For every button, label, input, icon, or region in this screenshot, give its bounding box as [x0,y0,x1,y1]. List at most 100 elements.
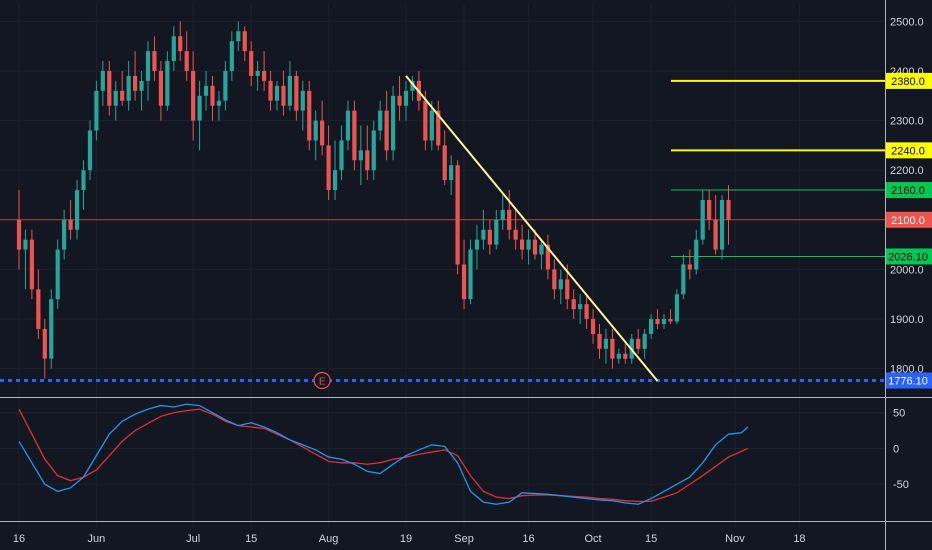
candle-body [584,304,589,320]
candle-body [23,239,28,250]
price-label-1776.10: 1776.10 [888,375,928,387]
trendline-layer [405,75,659,382]
candle-body [62,219,67,250]
oscillator-slow-line [18,408,749,503]
level-labels-layer: 2380.0 2240.0 2160.0 2100.0 2026.10 1776.10 [886,72,932,389]
candle-body [545,244,550,270]
oscillator-tick-label: 0 [893,443,899,455]
earnings-event-label[interactable]: E [319,376,326,387]
trendline [405,75,659,382]
candle-body [481,229,486,240]
candle-body [320,120,325,146]
time-tick-label: Aug [319,533,339,545]
earnings-event-icon[interactable] [313,371,331,390]
candle-body [558,279,563,290]
candle-body [707,199,712,220]
candle-body [681,264,686,295]
candle-body [223,70,228,101]
event-marker-layer[interactable]: E [313,371,331,390]
candle-body [655,319,660,324]
candle-body [126,75,131,101]
candle-body [255,70,260,76]
candle-body [197,95,202,121]
time-tick-label: 19 [400,533,412,545]
candle-body [726,199,731,220]
time-tick-label: 15 [245,533,257,545]
candle-body [513,229,518,240]
candle-body [113,90,118,106]
candle-body [461,264,467,300]
candle-body [436,110,441,146]
candle-body [68,219,73,230]
price-tick-label: 2300.0 [890,116,924,128]
candle-body [649,319,654,334]
candle-body [29,239,34,290]
candle-body [365,150,370,171]
time-tick-label: Nov [725,533,745,545]
candle-body [100,70,105,91]
time-tick-label: Jul [186,533,200,545]
candle-body [36,289,41,329]
candle-body [139,80,144,91]
candlestick-series [16,21,731,379]
candle-body [468,249,473,300]
candle-body [145,51,151,81]
candle-body [287,75,292,106]
candle-body [597,333,602,349]
candle-body [487,229,492,245]
candle-body [410,80,415,91]
price-label-bg-1776.10 [886,372,932,389]
candle-body [94,90,99,131]
time-tick-label: 16 [522,533,534,545]
candle-body [133,75,138,91]
price-label-bg-2100.0 [886,211,932,228]
candle-body [171,36,176,62]
price-tick-label: 2000.0 [890,264,924,276]
candle-body [313,120,318,141]
candle-body [332,170,338,191]
price-label-2026.10: 2026.10 [888,251,928,263]
candle-body [642,333,647,349]
candle-body [274,85,280,101]
candle-body [191,70,196,121]
price-tick-label: 1900.0 [890,314,924,326]
candle-body [242,31,247,52]
candle-body [120,90,125,101]
candle-body [203,85,209,96]
candle-body [429,110,434,141]
candle-body [603,338,609,349]
candle-body [526,239,531,250]
candle-body [532,239,538,255]
candle-body [500,209,505,220]
time-tick-label: Jun [88,533,106,545]
oscillator-fast-line [18,403,749,505]
candle-body [623,353,628,359]
time-tick-label: Sep [454,533,474,545]
candle-body [55,249,60,300]
candle-body [339,140,344,171]
price-label-bg-2160.0 [886,182,932,199]
candle-body [700,199,705,240]
candle-body [507,209,512,230]
candle-body [539,244,544,255]
time-tick-label: 16 [13,533,25,545]
candle-body [49,299,54,359]
candle-body [210,85,215,106]
oscillator-tick-label: 50 [893,408,905,420]
candle-body [384,110,389,151]
candle-body [719,199,725,250]
oscillator-pane [18,403,749,505]
candle-body [16,219,22,250]
candle-body [674,294,679,322]
candle-body [455,165,460,265]
candle-body [494,219,499,245]
candle-body [590,319,596,334]
candle-body [687,264,692,270]
candle-body [300,90,305,111]
candle-body [236,31,241,42]
candle-body [371,130,376,171]
price-label-bg-2026.10 [886,248,932,265]
candle-body [184,51,189,71]
